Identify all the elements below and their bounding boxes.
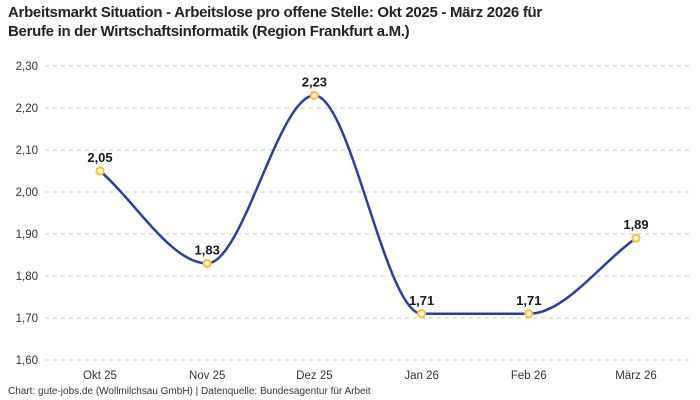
y-tick-label: 1,60 [16,355,38,367]
data-point-label: 1,89 [623,217,648,232]
x-tick-label: Jan 26 [404,370,439,382]
data-point-marker [309,90,319,101]
chart-footer: Chart: gute-jobs.de (Wollmilchsau GmbH) … [8,386,371,397]
data-point-marker [417,309,427,319]
x-tick-label: Okt 25 [83,370,117,382]
y-tick-label: 2,10 [16,145,38,157]
x-tick-label: Nov 25 [189,370,225,382]
x-tick-label: Feb 26 [511,370,547,382]
data-point-marker [631,233,641,243]
y-tick-label: 1,80 [16,271,38,283]
series-line [98,94,638,316]
y-tick-label: 1,90 [16,229,38,241]
data-point-label: 1,71 [409,293,434,308]
y-tick-label: 2,30 [16,61,38,73]
data-point-label: 1,71 [516,293,541,308]
chart-title: Arbeitsmarkt Situation - Arbeitslose pro… [8,4,542,40]
data-point-marker [524,309,534,319]
x-tick-label: Dez 25 [296,370,332,382]
data-point-label: 2,23 [302,74,327,89]
data-point-marker [202,258,212,268]
data-point-label: 2,05 [87,150,112,165]
data-point-marker [95,166,105,176]
y-tick-label: 2,20 [16,103,38,115]
y-tick-label: 2,00 [16,187,38,199]
data-point-label: 1,83 [195,242,220,257]
y-tick-label: 1,70 [16,313,38,325]
x-tick-label: März 26 [615,370,657,382]
